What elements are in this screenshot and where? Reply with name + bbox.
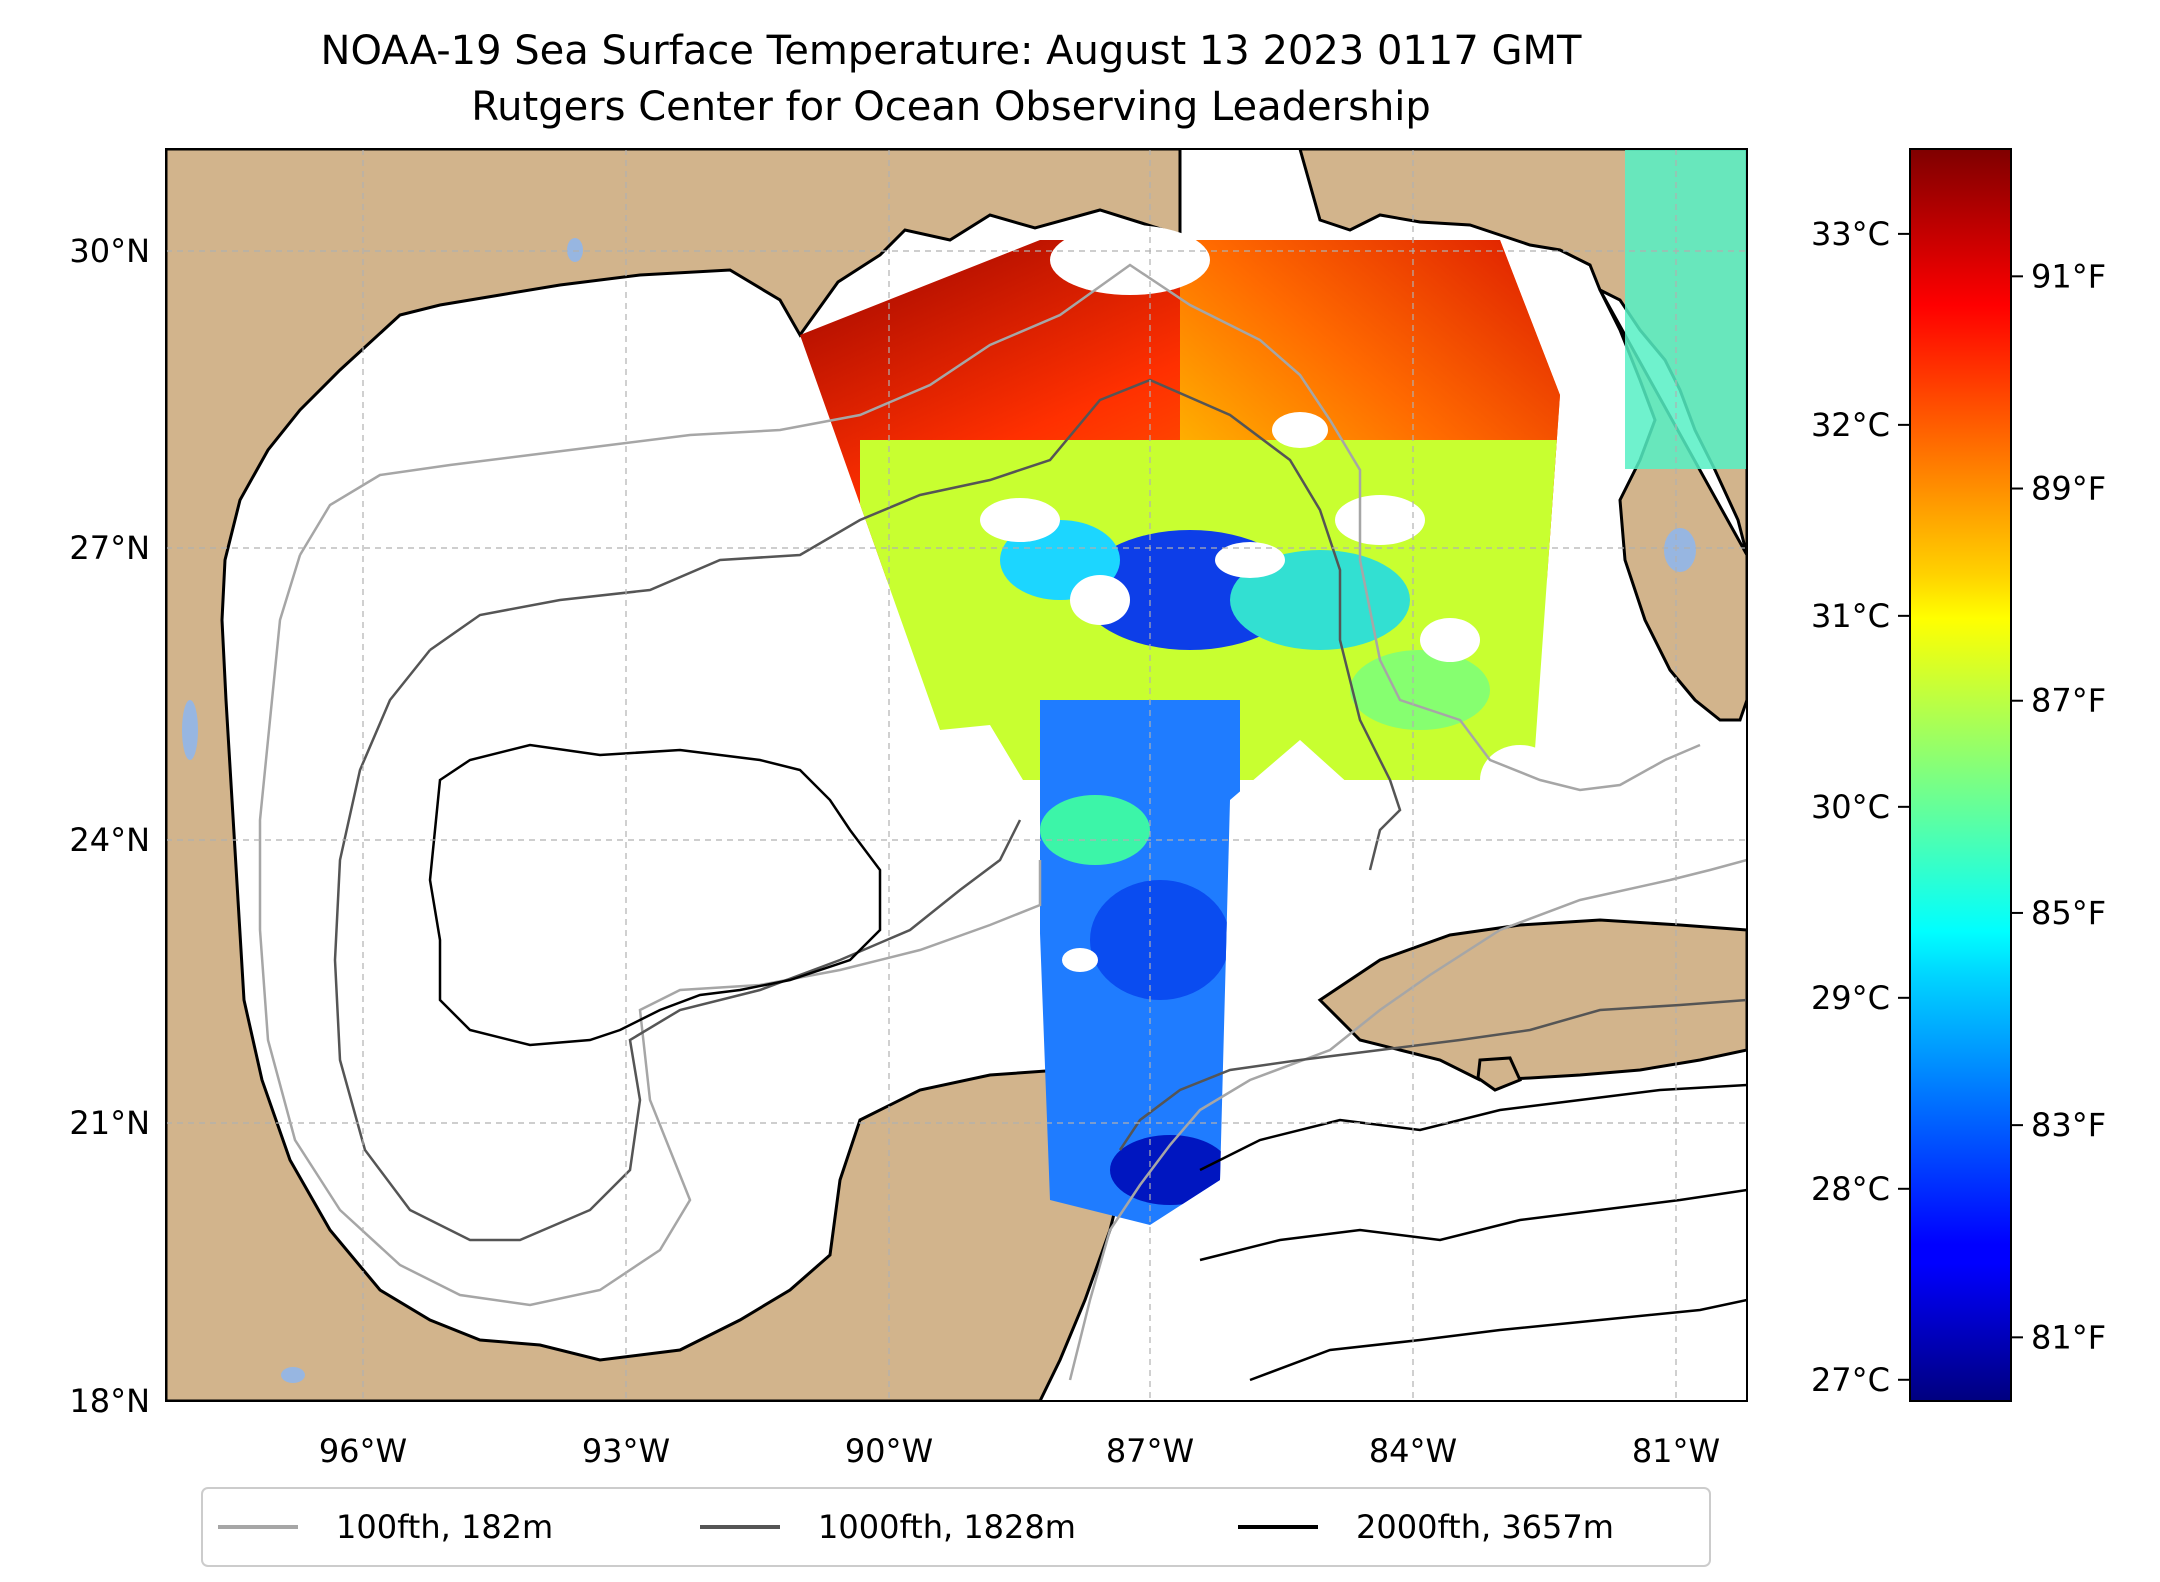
lat-label-24: 24°N: [69, 821, 150, 859]
lat-label-30: 30°N: [69, 232, 150, 270]
legend-box: [201, 1487, 1711, 1567]
fahrenheit-tick-label: 85°F: [2031, 894, 2106, 932]
colorbar-celsius-axis: 27°C 28°C 29°C 30°C 31°C 32°C 33°C: [1811, 215, 1910, 1399]
map-title: NOAA-19 Sea Surface Temperature: August …: [321, 28, 1582, 74]
sst-florida-east-strip: [1625, 149, 1747, 469]
colorbar-fahrenheit-axis: 81°F 83°F 85°F 87°F 89°F 91°F: [2011, 257, 2106, 1356]
legend-label-2000fth: 2000fth, 3657m: [1356, 1508, 1614, 1546]
cloud-gaps: [980, 225, 1560, 972]
fahrenheit-tick-label: 91°F: [2031, 257, 2106, 295]
map-panel: [166, 149, 1747, 1401]
latitude-labels: 18°N 21°N 24°N 27°N 30°N: [69, 232, 150, 1420]
bathymetry-2000fth: [428, 743, 1747, 1382]
lon-label-81: 81°W: [1632, 1432, 1720, 1470]
celsius-tick-label: 28°C: [1811, 1170, 1890, 1208]
celsius-tick-label: 29°C: [1811, 979, 1890, 1017]
lon-label-84: 84°W: [1369, 1432, 1457, 1470]
map-frame: [165, 148, 1748, 1402]
contour-legend: 100fth, 182m 1000fth, 1828m 2000fth, 365…: [201, 1487, 1711, 1567]
lon-label-93: 93°W: [582, 1432, 670, 1470]
celsius-tick-label: 27°C: [1811, 1361, 1890, 1399]
legend-label-1000fth: 1000fth, 1828m: [818, 1508, 1076, 1546]
fahrenheit-tick-label: 87°F: [2031, 682, 2106, 720]
longitude-labels: 96°W 93°W 90°W 87°W 84°W 81°W: [319, 1432, 1720, 1470]
land-cuba: [1317, 918, 1747, 1082]
lon-label-90: 90°W: [845, 1432, 933, 1470]
lon-label-87: 87°W: [1106, 1432, 1194, 1470]
celsius-tick-label: 31°C: [1811, 597, 1890, 635]
lon-label-96: 96°W: [319, 1432, 407, 1470]
lat-label-21: 21°N: [69, 1104, 150, 1142]
fahrenheit-tick-label: 83°F: [2031, 1106, 2106, 1144]
colorbar: 27°C 28°C 29°C 30°C 31°C 32°C 33°C 81°F 83°F 85°…: [1811, 148, 2106, 1402]
legend-label-100fth: 100fth, 182m: [336, 1508, 553, 1546]
colorbar-gradient: [1909, 148, 2012, 1402]
fahrenheit-tick-label: 81°F: [2031, 1318, 2106, 1356]
celsius-tick-label: 32°C: [1811, 406, 1890, 444]
celsius-tick-label: 30°C: [1811, 788, 1890, 826]
map-subtitle: Rutgers Center for Ocean Observing Leade…: [471, 84, 1431, 130]
bathymetry-1000fth: [333, 378, 1747, 1242]
celsius-tick-label: 33°C: [1811, 215, 1890, 253]
lat-label-27: 27°N: [69, 529, 150, 567]
fahrenheit-tick-label: 89°F: [2031, 470, 2106, 508]
bathymetry-100fth: [258, 263, 1747, 1381]
lakes: [182, 238, 1696, 1383]
lat-label-18: 18°N: [69, 1382, 150, 1420]
land-isla-juventud: [1476, 1056, 1523, 1092]
